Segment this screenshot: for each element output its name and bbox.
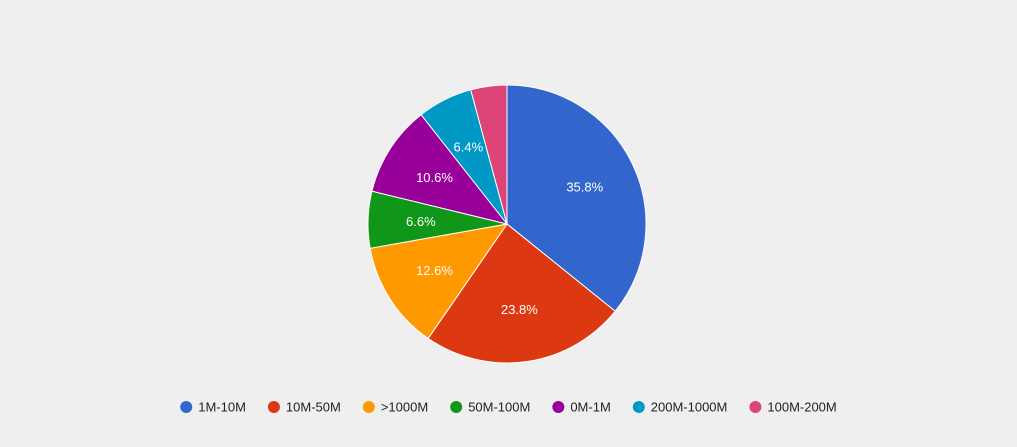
legend-marker	[362, 401, 375, 413]
legend-item[interactable]: 100M-200M	[749, 400, 837, 415]
legend-label: 10M-50M	[286, 400, 341, 415]
legend-item[interactable]: 200M-1000M	[632, 400, 728, 415]
pie-slices	[367, 84, 647, 364]
legend-item[interactable]: 10M-50M	[267, 400, 341, 415]
slice-value-label: 12.6%	[416, 263, 453, 278]
legend-label: 200M-1000M	[651, 400, 728, 415]
slice-value-label: 23.8%	[501, 302, 538, 317]
legend-item[interactable]: 50M-100M	[450, 400, 530, 415]
legend-label: 100M-200M	[767, 400, 836, 415]
legend-marker	[552, 401, 565, 413]
legend-label: 0M-1M	[570, 400, 610, 415]
legend-marker	[632, 401, 645, 413]
slice-value-label: 35.8%	[566, 179, 603, 194]
legend-label: 50M-100M	[468, 400, 530, 415]
pie-slice-labels: 35.8% 23.8% 12.6% 6.6% 10.6% 6.4%	[406, 139, 604, 316]
legend-label: 1M-10M	[198, 400, 246, 415]
pie-slice-1000m[interactable]	[369, 223, 509, 340]
slice-value-label: 6.4%	[454, 139, 484, 154]
legend-marker	[749, 401, 762, 413]
pie-slice-1m-10m[interactable]	[506, 84, 647, 312]
legend-item[interactable]: >1000M	[362, 400, 428, 415]
legend-marker	[450, 401, 463, 413]
legend-label: >1000M	[381, 400, 428, 415]
legend: 1M-10M 10M-50M >1000M 50M-100M 0M-1M 200M-100…	[180, 400, 837, 415]
legend-item[interactable]: 1M-10M	[180, 400, 246, 415]
legend-marker	[267, 401, 280, 413]
legend-item[interactable]: 0M-1M	[552, 400, 611, 415]
pie-slice-0m-1m[interactable]	[371, 114, 509, 225]
slice-value-label: 6.6%	[406, 214, 436, 229]
legend-marker	[180, 401, 193, 413]
pie-slice-10m-50m[interactable]	[427, 223, 616, 364]
slice-value-label: 10.6%	[416, 170, 453, 185]
pie-slice-100m-200m[interactable]	[470, 84, 508, 225]
